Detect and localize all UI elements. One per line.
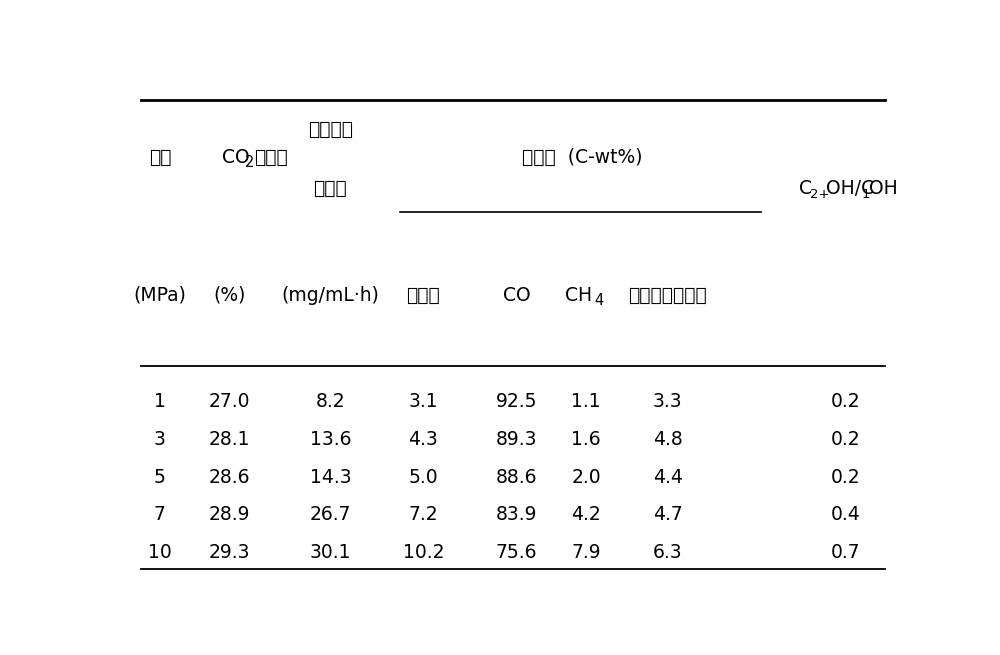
Text: 3.1: 3.1: [409, 392, 438, 411]
Text: 0.2: 0.2: [831, 430, 861, 449]
Text: 7.2: 7.2: [409, 506, 438, 525]
Text: 26.7: 26.7: [310, 506, 351, 525]
Text: 其他含氧化合物: 其他含氧化合物: [628, 286, 707, 305]
Text: 5: 5: [154, 468, 166, 487]
Text: (MPa): (MPa): [133, 286, 186, 305]
Text: OH/C: OH/C: [826, 179, 874, 198]
Text: 6.3: 6.3: [653, 543, 682, 562]
Text: 0.2: 0.2: [831, 392, 861, 411]
Text: CO: CO: [222, 148, 250, 167]
Text: 1.6: 1.6: [571, 430, 601, 449]
Text: 8.2: 8.2: [316, 392, 345, 411]
Text: 88.6: 88.6: [496, 468, 537, 487]
Text: 28.6: 28.6: [209, 468, 250, 487]
Text: 4.4: 4.4: [653, 468, 682, 487]
Text: C: C: [799, 179, 812, 198]
Text: CH: CH: [565, 286, 592, 305]
Text: 压力: 压力: [149, 148, 171, 167]
Text: CO: CO: [503, 286, 530, 305]
Text: 7.9: 7.9: [571, 543, 601, 562]
Text: 2+: 2+: [810, 187, 830, 200]
Text: 28.9: 28.9: [209, 506, 250, 525]
Text: 混合醇: 混合醇: [406, 286, 440, 305]
Text: 1: 1: [154, 392, 166, 411]
Text: 3: 3: [154, 430, 166, 449]
Text: 30.1: 30.1: [310, 543, 351, 562]
Text: (mg/mL·h): (mg/mL·h): [281, 286, 379, 305]
Text: 89.3: 89.3: [496, 430, 537, 449]
Text: 29.3: 29.3: [209, 543, 250, 562]
Text: 空产率: 空产率: [314, 179, 347, 198]
Text: 2: 2: [245, 155, 254, 170]
Text: 0.7: 0.7: [831, 543, 861, 562]
Text: 4.2: 4.2: [571, 506, 601, 525]
Text: 4.3: 4.3: [409, 430, 438, 449]
Text: 3.3: 3.3: [653, 392, 682, 411]
Text: 转化率: 转化率: [254, 148, 288, 167]
Text: 83.9: 83.9: [496, 506, 537, 525]
Text: (%): (%): [213, 286, 246, 305]
Text: 75.6: 75.6: [496, 543, 537, 562]
Text: 4.7: 4.7: [653, 506, 682, 525]
Text: 4: 4: [595, 293, 604, 308]
Text: OH: OH: [869, 179, 898, 198]
Text: 13.6: 13.6: [310, 430, 351, 449]
Text: 5.0: 5.0: [409, 468, 438, 487]
Text: 7: 7: [154, 506, 166, 525]
Text: 10: 10: [148, 543, 172, 562]
Text: 2.0: 2.0: [571, 468, 601, 487]
Text: 92.5: 92.5: [496, 392, 537, 411]
Text: 0.4: 0.4: [831, 506, 861, 525]
Text: 28.1: 28.1: [209, 430, 250, 449]
Text: 10.2: 10.2: [403, 543, 444, 562]
Text: 选择性  (C-wt%): 选择性 (C-wt%): [522, 148, 642, 167]
Text: 27.0: 27.0: [209, 392, 250, 411]
Text: 1.1: 1.1: [571, 392, 601, 411]
Text: 14.3: 14.3: [310, 468, 351, 487]
Text: 1: 1: [861, 187, 870, 200]
Text: 混合醇时: 混合醇时: [308, 119, 353, 139]
Text: 0.2: 0.2: [831, 468, 861, 487]
Text: 4.8: 4.8: [653, 430, 682, 449]
